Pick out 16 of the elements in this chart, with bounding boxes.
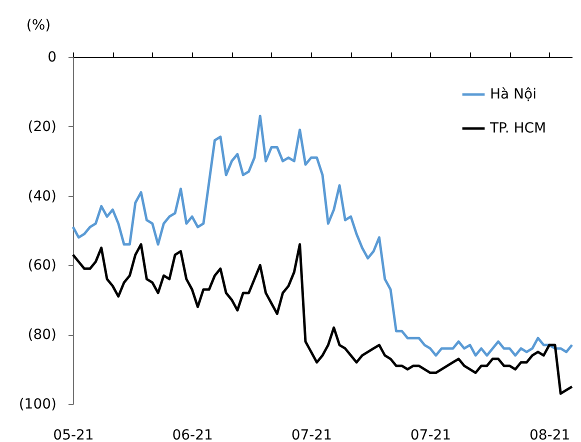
x-tick-label: 07-21 bbox=[291, 428, 332, 442]
x-tick-label: 07-21 bbox=[410, 428, 452, 442]
line-series bbox=[72, 114, 574, 357]
x-tick-label: 06-21 bbox=[172, 428, 213, 442]
y-tick-label: (60) bbox=[28, 258, 56, 274]
legend-label: Hà Nội bbox=[490, 86, 536, 102]
x-tick-label: 08-21 bbox=[529, 428, 570, 442]
y-tick-label: 0 bbox=[48, 50, 56, 66]
legend-label: TP. HCM bbox=[489, 120, 546, 136]
y-tick-label: (100) bbox=[18, 396, 56, 412]
y-tick-label: (20) bbox=[28, 118, 56, 135]
y-tick-label: (80) bbox=[28, 327, 56, 344]
y-axis-title: (%) bbox=[26, 18, 51, 34]
line-series bbox=[72, 243, 574, 395]
x-tick-label: 05-21 bbox=[53, 428, 94, 442]
y-tick-label: (40) bbox=[28, 188, 56, 204]
